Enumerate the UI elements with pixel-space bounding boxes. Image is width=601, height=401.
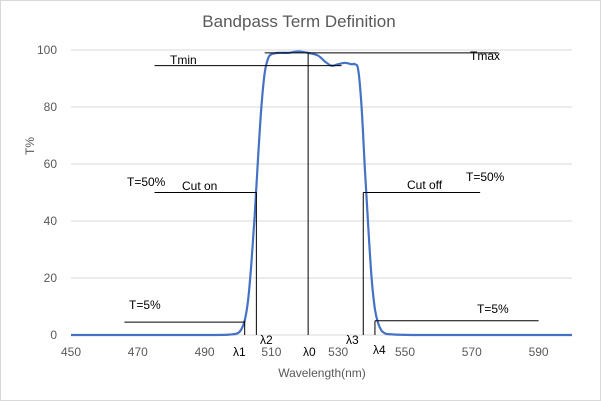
tick-labels: 0 20 40 60 80 100 450 470 490 510 530 550 570 590 (37, 43, 549, 359)
y-tick-label-80: 80 (44, 100, 58, 114)
x-axis-label: Wavelength(nm) (278, 366, 366, 380)
series-layer (70, 50, 573, 337)
x-tick-label-570: 570 (462, 345, 482, 359)
x-tick-label-490: 490 (195, 345, 215, 359)
t5-left-label: T=5% (129, 298, 161, 312)
lambda4-label: λ4 (373, 343, 386, 357)
x-tick-label-590: 590 (529, 345, 549, 359)
series-line-0 (70, 50, 573, 337)
tmin-label: Tmin (170, 53, 197, 67)
y-tick-label-0: 0 (50, 328, 57, 342)
lambda1-label: λ1 (233, 345, 246, 359)
y-tick-label-40: 40 (44, 214, 58, 228)
t50-left-label: T=50% (127, 175, 166, 189)
lambda0-label: λ0 (303, 345, 316, 359)
x-tick-label-550: 550 (395, 345, 415, 359)
y-tick-label-60: 60 (44, 157, 58, 171)
t50-right-label: T=50% (466, 170, 505, 184)
annotation-lines (124, 52, 539, 335)
y-tick-label-100: 100 (37, 43, 57, 57)
x-tick-label-450: 450 (61, 345, 81, 359)
t5-right-label: T=5% (477, 302, 509, 316)
cut-off-label: Cut off (407, 178, 443, 192)
x-tick-label-530: 530 (328, 345, 348, 359)
x-tick-label-510: 510 (261, 345, 281, 359)
y-tick-label-20: 20 (44, 271, 58, 285)
cut-on-label: Cut on (182, 179, 217, 193)
lambda2-label: λ2 (260, 333, 273, 347)
tmax-label: Tmax (470, 49, 500, 63)
x-tick-label-470: 470 (128, 345, 148, 359)
y-axis-label: T% (23, 137, 37, 155)
lambda3-label: λ3 (346, 333, 359, 347)
gridlines (71, 49, 572, 336)
chart-title: Bandpass Term Definition (202, 12, 395, 31)
